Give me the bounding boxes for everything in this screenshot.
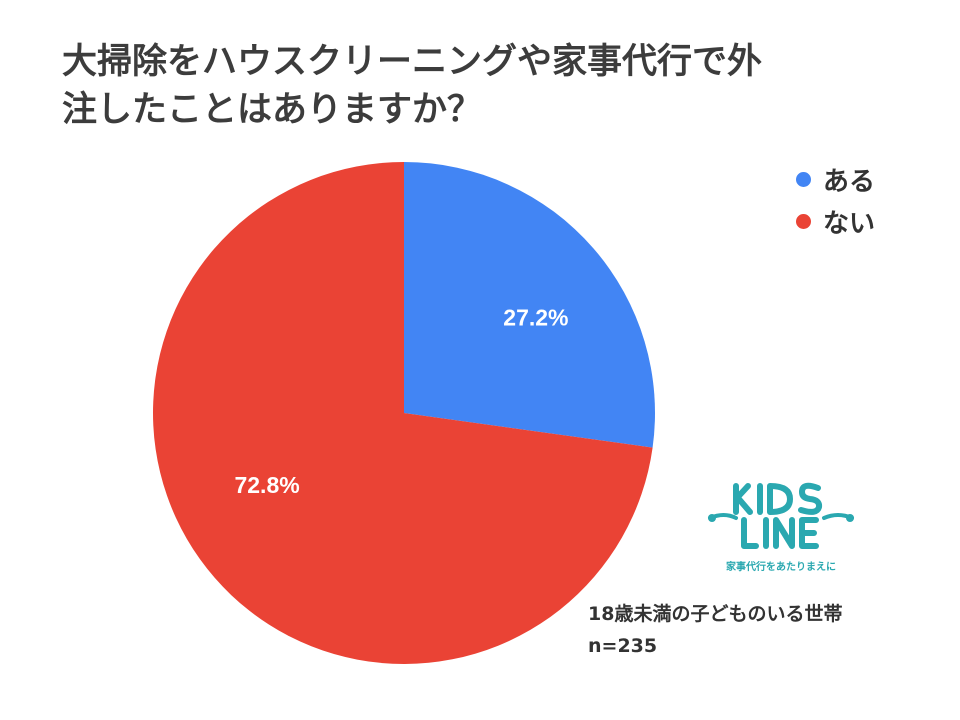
chart-title-line-2: 注したことはありますか？ [62,90,483,130]
sample-note-population: 18歳未満の子どものいる世帯 [588,603,843,625]
data-label-nai: 72.8% [234,472,299,498]
kids-line-tagline: 家事代行をあたりまえに [726,562,836,573]
legend-label-nai: ない [823,208,876,239]
sample-note: 18歳未満の子どものいる世帯 n=235 [588,598,842,662]
legend-item-aru: ある [796,158,875,200]
chart-title: 大掃除をハウスクリーニングや家事代行で外 注したことはありますか？ [62,38,922,134]
pie-slice-nai [153,162,653,665]
chart-title-line-1: 大掃除をハウスクリーニングや家事代行で外 [62,42,763,82]
legend-marker-aru [796,171,811,187]
sample-note-n: n=235 [588,635,658,657]
legend-label-aru: ある [823,166,876,197]
legend-marker-nai [796,213,811,229]
pie-slice-aru [404,162,655,448]
legend: ある ない [796,158,875,242]
kids-line-logo-mark [708,482,854,549]
legend-item-nai: ない [796,200,875,242]
kids-line-logo: 家事代行をあたりまえに [706,478,856,578]
data-label-aru: 27.2% [503,304,568,330]
